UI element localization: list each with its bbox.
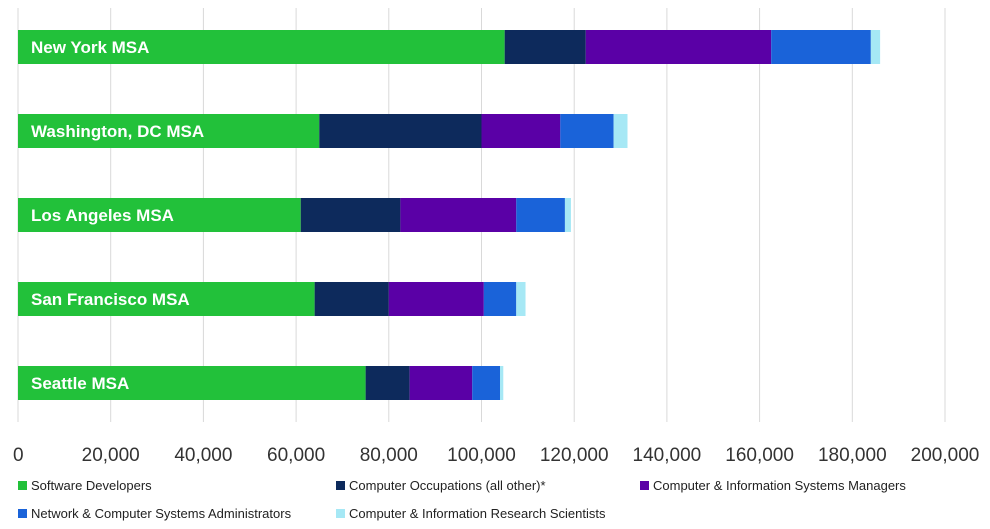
bar-segment bbox=[409, 366, 473, 400]
bar-segment bbox=[560, 114, 614, 148]
x-tick-label: 180,000 bbox=[818, 445, 887, 466]
legend-label: Software Developers bbox=[31, 478, 152, 493]
bar-segment bbox=[483, 282, 517, 316]
legend-item: Network & Computer Systems Administrator… bbox=[18, 506, 291, 521]
x-tick-label: 20,000 bbox=[82, 445, 140, 466]
bar-segment bbox=[18, 114, 320, 148]
x-tick-label: 160,000 bbox=[725, 445, 794, 466]
bar-segment bbox=[314, 282, 389, 316]
category-label: Seattle MSA bbox=[31, 374, 129, 393]
legend-item: Computer & Information Research Scientis… bbox=[336, 506, 606, 521]
x-tick-label: 200,000 bbox=[911, 445, 980, 466]
bar-segment bbox=[18, 30, 505, 64]
legend-swatch bbox=[640, 481, 649, 490]
category-label: San Francisco MSA bbox=[31, 290, 190, 309]
category-label: Los Angeles MSA bbox=[31, 206, 174, 225]
x-tick-label: 40,000 bbox=[174, 445, 232, 466]
bar-segment bbox=[771, 30, 871, 64]
legend-item: Computer & Information Systems Managers bbox=[640, 478, 906, 493]
x-tick-label: 60,000 bbox=[267, 445, 325, 466]
x-tick-label: 100,000 bbox=[447, 445, 516, 466]
bar-segment bbox=[18, 282, 315, 316]
bar-segment bbox=[870, 30, 881, 64]
category-label: New York MSA bbox=[31, 38, 149, 57]
legend-item: Software Developers bbox=[18, 478, 152, 493]
bar-segment bbox=[500, 366, 504, 400]
legend-label: Computer Occupations (all other)* bbox=[349, 478, 546, 493]
bar-segment bbox=[300, 198, 401, 232]
legend-label: Computer & Information Systems Managers bbox=[653, 478, 906, 493]
bar-segment bbox=[585, 30, 772, 64]
x-tick-label: 80,000 bbox=[360, 445, 418, 466]
bar-segment bbox=[516, 282, 526, 316]
bar-segment bbox=[365, 366, 410, 400]
bar-segment bbox=[388, 282, 484, 316]
legend-swatch bbox=[18, 481, 27, 490]
x-tick-label: 120,000 bbox=[540, 445, 609, 466]
legend-swatch bbox=[336, 509, 345, 518]
bar-segment bbox=[18, 198, 301, 232]
chart-plot: 0 20,000 40,000 60,000 80,000 100,000 120,000 1… bbox=[13, 8, 980, 466]
category-label: Washington, DC MSA bbox=[31, 122, 204, 141]
legend-label: Network & Computer Systems Administrator… bbox=[31, 506, 292, 521]
bar-segment bbox=[472, 366, 501, 400]
legend-swatch bbox=[336, 481, 345, 490]
bar-segment bbox=[400, 198, 517, 232]
bar-segment bbox=[564, 198, 571, 232]
chart-legend: Software Developers Computer Occupations … bbox=[18, 476, 978, 528]
bar-segment bbox=[481, 114, 561, 148]
x-tick-label: 140,000 bbox=[633, 445, 702, 466]
x-tick-label: 0 bbox=[13, 445, 24, 466]
legend-swatch bbox=[18, 509, 27, 518]
legend-label: Computer & Information Research Scientis… bbox=[349, 506, 606, 521]
bar-segment bbox=[613, 114, 628, 148]
bar-segment bbox=[319, 114, 482, 148]
bar-segment bbox=[516, 198, 565, 232]
bar-segment bbox=[504, 30, 586, 64]
legend-item: Computer Occupations (all other)* bbox=[336, 478, 546, 493]
bar-segment bbox=[18, 366, 366, 400]
